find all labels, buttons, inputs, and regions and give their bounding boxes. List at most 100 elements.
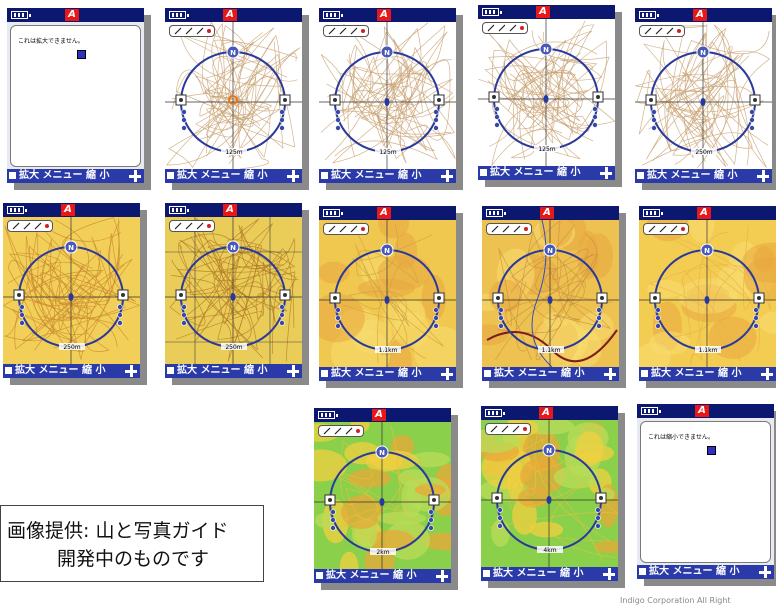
menu-label[interactable]: 拡大 メニュー 縮 小 [649,566,740,577]
bottom-menu-bar: 拡大 メニュー 縮 小 [639,367,776,381]
map-view[interactable]: N 250m [3,217,140,364]
plus-icon[interactable] [129,170,141,182]
map-view[interactable]: N 125m [478,19,615,166]
plus-icon[interactable] [441,170,453,182]
ok-button[interactable] [707,446,716,455]
tool-icon[interactable] [485,423,531,435]
brand-logo-icon: A [697,207,711,219]
menu-label[interactable]: 拡大 メニュー 縮 小 [19,170,110,181]
menu-label[interactable]: 拡大 メニュー 縮 小 [647,170,738,181]
bottom-menu-bar: 拡大 メニュー 縮 小 [478,166,615,180]
map-canvas: N 250m [3,217,140,364]
tool-icon[interactable] [7,220,53,232]
phone-screen-11: A N 2km 拡大 メニュー 縮 小 [314,408,451,583]
menu-label[interactable]: 拡大 メニュー 縮 小 [494,368,585,379]
menu-label[interactable]: 拡大 メニュー 縮 小 [177,365,268,376]
brand-logo-icon: A [372,409,386,421]
softkey-left-icon[interactable] [480,169,487,176]
north-marker-icon [226,240,240,254]
phone-screen-10: A N 1.1km 拡大 メニュー 縮 小 [639,206,776,381]
battery-icon [486,209,506,217]
softkey-left-icon[interactable] [484,370,491,377]
map-view[interactable]: N 250m [165,217,302,364]
plus-icon[interactable] [759,566,771,578]
current-position-icon [68,293,74,301]
tool-icon[interactable] [639,25,685,37]
map-view[interactable]: N 1.1km [482,220,619,367]
tool-icon[interactable] [318,425,364,437]
plus-icon[interactable] [287,170,299,182]
tool-icon[interactable] [323,25,369,37]
softkey-left-icon[interactable] [637,172,644,179]
map-canvas: N 4km [481,420,618,567]
map-view[interactable]: N 1.1km [639,220,776,367]
menu-label[interactable]: 拡大 メニュー 縮 小 [326,570,417,581]
north-marker-icon [375,445,389,459]
top-status-bar: A [319,206,456,220]
plus-icon[interactable] [441,368,453,380]
ok-button[interactable] [77,50,86,59]
tool-icon[interactable] [643,223,689,235]
phone-screen-2: A N 125m 拡大 メニュー 縮 小 [165,8,302,183]
map-view[interactable]: N 250m [635,22,772,169]
softkey-left-icon[interactable] [321,370,328,377]
svg-text:N: N [700,49,706,57]
softkey-left-icon[interactable] [483,570,490,577]
softkey-left-icon[interactable] [321,172,328,179]
message-dialog: これは拡大できません。 [10,25,141,167]
top-status-bar: A [639,206,776,220]
battery-icon [7,206,27,214]
scale-label: 1.1km [542,347,561,354]
plus-icon[interactable] [287,365,299,377]
bottom-menu-bar: 拡大 メニュー 縮 小 [635,169,772,183]
map-canvas: N 1.1km [482,220,619,367]
menu-label[interactable]: 拡大 メニュー 縮 小 [490,167,581,178]
menu-label[interactable]: 拡大 メニュー 縮 小 [15,365,106,376]
plus-icon[interactable] [125,365,137,377]
brand-logo-icon: A [65,9,79,21]
top-status-bar: A [637,404,774,418]
tool-icon[interactable] [482,22,528,34]
softkey-left-icon[interactable] [5,367,12,374]
phone-screen-8: A N 1.1km 拡大 メニュー 縮 小 [319,206,456,381]
top-status-bar: A [165,203,302,217]
battery-icon [643,209,663,217]
menu-label[interactable]: 拡大 メニュー 縮 小 [331,170,422,181]
bottom-menu-bar: 拡大 メニュー 縮 小 [481,567,618,581]
tool-icon[interactable] [323,223,369,235]
bottom-menu-bar: 拡大 メニュー 縮 小 [165,169,302,183]
menu-label[interactable]: 拡大 メニュー 縮 小 [493,568,584,579]
tool-icon[interactable] [169,220,215,232]
scale-label: 1.1km [699,347,718,354]
svg-text:N: N [546,447,552,455]
caption-line-2: 開発中のものです [57,548,210,570]
svg-text:N: N [384,49,390,57]
plus-icon[interactable] [600,167,612,179]
menu-label[interactable]: 拡大 メニュー 縮 小 [177,170,268,181]
map-view[interactable]: N 125m [165,22,302,169]
phone-screen-3: A N 125m 拡大 メニュー 縮 小 [319,8,456,183]
menu-label[interactable]: 拡大 メニュー 縮 小 [331,368,422,379]
softkey-left-icon[interactable] [167,172,174,179]
map-view[interactable]: N 1.1km [319,220,456,367]
north-marker-icon [543,243,557,257]
softkey-left-icon[interactable] [316,572,323,579]
plus-icon[interactable] [757,170,769,182]
menu-label[interactable]: 拡大 メニュー 縮 小 [651,368,742,379]
softkey-left-icon[interactable] [641,370,648,377]
softkey-left-icon[interactable] [167,367,174,374]
map-view[interactable]: N 2km [314,422,451,569]
softkey-left-icon[interactable] [639,568,646,575]
plus-icon[interactable] [761,368,773,380]
softkey-left-icon[interactable] [9,172,16,179]
brand-logo-icon: A [223,204,237,216]
plus-icon[interactable] [603,568,615,580]
plus-icon[interactable] [604,368,616,380]
map-view[interactable]: N 125m [319,22,456,169]
top-status-bar: A [482,206,619,220]
tool-icon[interactable] [169,25,215,37]
phone-screen-12: A N 4km 拡大 メニュー 縮 小 [481,406,618,581]
tool-icon[interactable] [486,223,532,235]
plus-icon[interactable] [436,570,448,582]
map-view[interactable]: N 4km [481,420,618,567]
